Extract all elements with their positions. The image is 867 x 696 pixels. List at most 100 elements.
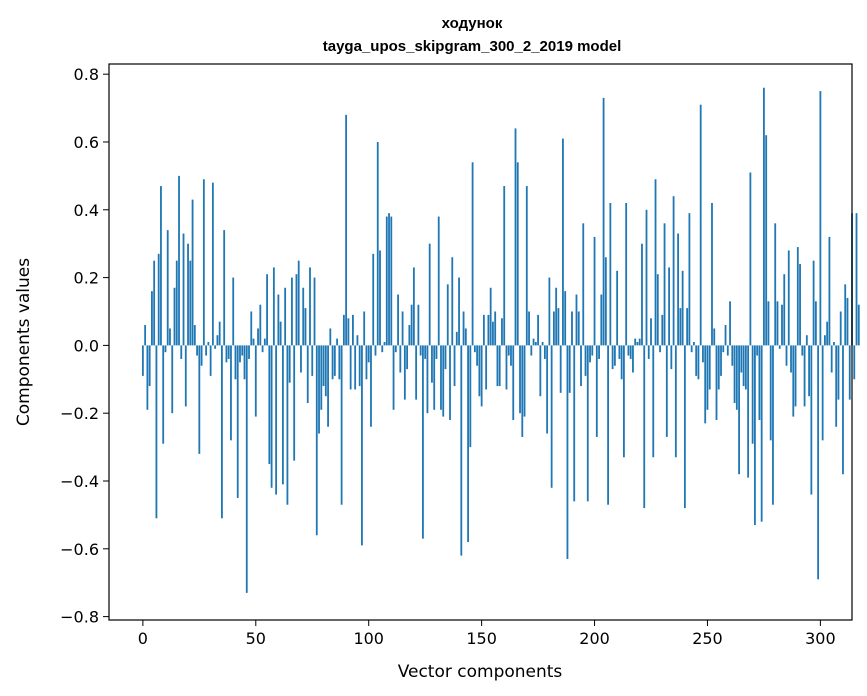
- bar: [652, 345, 655, 458]
- bar: [562, 138, 564, 346]
- bar: [361, 345, 363, 546]
- bar: [726, 345, 729, 356]
- bar: [460, 345, 463, 556]
- bar: [855, 213, 858, 346]
- bar: [571, 311, 573, 346]
- bar: [153, 260, 156, 346]
- bar: [623, 345, 625, 458]
- bar: [340, 345, 343, 505]
- bar: [525, 186, 528, 346]
- bar: [706, 345, 709, 410]
- bar: [580, 345, 582, 387]
- bar: [591, 345, 594, 356]
- bar: [555, 287, 558, 346]
- bar: [453, 345, 456, 387]
- bar: [686, 308, 689, 346]
- bar: [799, 264, 801, 346]
- bar: [311, 345, 314, 376]
- bar: [794, 345, 797, 407]
- bar: [711, 203, 713, 346]
- bar: [151, 291, 153, 346]
- bar: [641, 243, 643, 346]
- bar: [776, 301, 779, 346]
- bar: [609, 203, 612, 346]
- bar: [668, 267, 670, 346]
- bar: [313, 277, 316, 346]
- bar: [681, 270, 684, 346]
- bar: [550, 345, 553, 488]
- bar: [636, 342, 639, 346]
- bar: [654, 179, 657, 346]
- bar: [211, 182, 214, 346]
- bar: [464, 328, 467, 346]
- bar: [275, 345, 278, 495]
- bar: [772, 345, 774, 505]
- bar: [613, 345, 616, 366]
- bar: [857, 304, 860, 346]
- bar: [209, 345, 212, 376]
- bar: [428, 243, 431, 346]
- bar: [496, 345, 499, 387]
- bar: [322, 345, 325, 387]
- bar: [205, 345, 208, 356]
- bar: [814, 301, 817, 346]
- bar: [257, 328, 259, 346]
- bar: [338, 345, 341, 380]
- bar: [216, 335, 219, 346]
- bar: [738, 345, 740, 475]
- bar: [805, 335, 808, 346]
- y-tick-label: 0.4: [74, 201, 99, 220]
- bar: [248, 345, 250, 359]
- bar: [193, 325, 196, 346]
- bar: [708, 345, 711, 390]
- x-tick-label: 250: [692, 629, 723, 648]
- bar: [458, 277, 460, 346]
- bar: [223, 230, 226, 346]
- x-tick-label: 200: [579, 629, 610, 648]
- bar: [541, 342, 544, 346]
- bar: [625, 203, 628, 346]
- bar: [602, 97, 605, 346]
- bar: [598, 345, 600, 359]
- bar: [281, 345, 284, 485]
- bar: [487, 314, 490, 346]
- bar: [717, 345, 720, 390]
- bar: [232, 277, 235, 346]
- bar: [230, 345, 232, 441]
- bar: [713, 328, 716, 346]
- bar: [828, 236, 831, 346]
- bar: [758, 345, 761, 420]
- y-tick-label: 0.2: [74, 269, 99, 288]
- bar: [187, 243, 189, 346]
- bar: [722, 345, 725, 353]
- y-tick-label: −0.4: [60, 472, 99, 491]
- bar: [704, 345, 707, 424]
- bar: [408, 325, 411, 346]
- bar: [394, 345, 397, 353]
- bar: [753, 345, 756, 526]
- bar: [268, 345, 271, 465]
- bar: [354, 345, 357, 390]
- bar: [295, 274, 298, 346]
- bar: [286, 345, 289, 505]
- bar: [293, 345, 296, 461]
- bar: [512, 345, 515, 420]
- bar: [767, 301, 770, 346]
- bar: [480, 345, 483, 407]
- bar: [715, 345, 718, 420]
- bar: [801, 345, 804, 356]
- bar: [426, 345, 429, 414]
- bar: [769, 345, 772, 441]
- bar: [342, 314, 345, 346]
- bar: [519, 345, 521, 414]
- bar: [182, 233, 185, 346]
- bar: [367, 345, 370, 363]
- bar: [744, 345, 747, 390]
- bar: [620, 345, 623, 380]
- bar: [198, 345, 201, 454]
- bar: [510, 345, 512, 366]
- bar: [245, 345, 248, 593]
- bar: [600, 294, 603, 346]
- bar: [833, 342, 835, 346]
- bar: [627, 345, 630, 356]
